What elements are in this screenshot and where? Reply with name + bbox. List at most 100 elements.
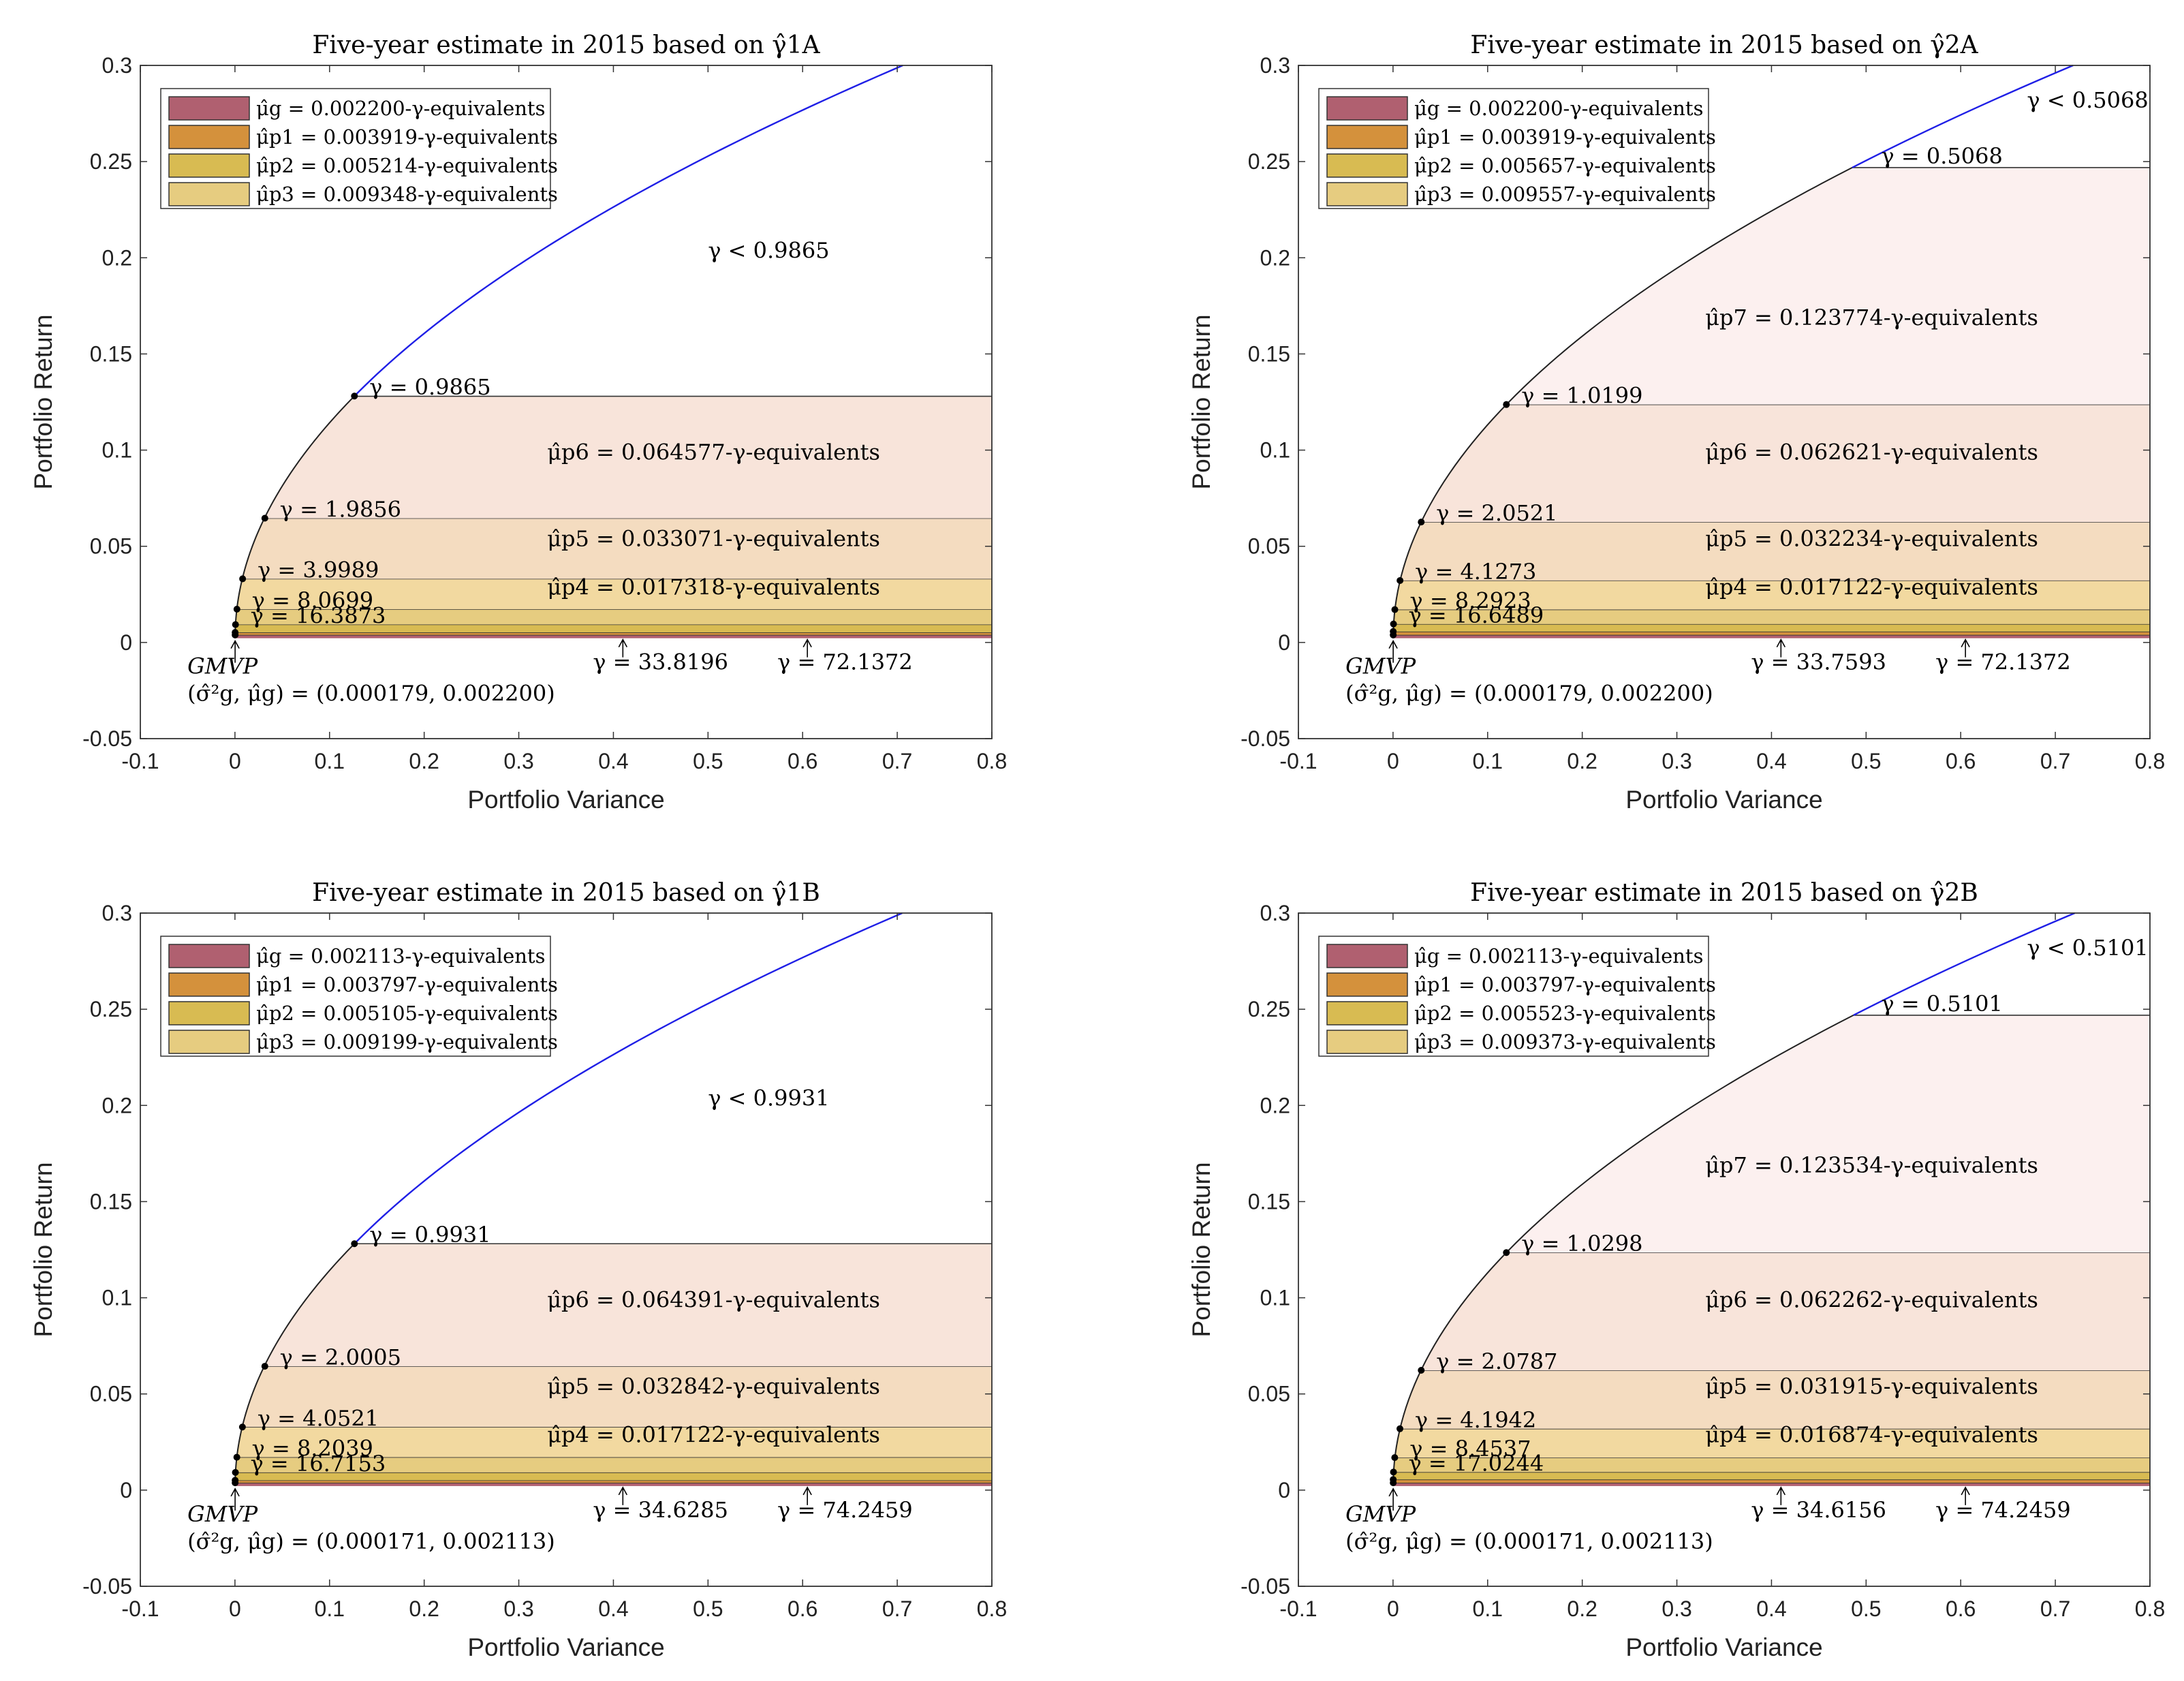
chart-title: Five-year estimate in 2015 based on γ̂2A — [1470, 31, 1978, 59]
frontier-point-1 — [351, 1240, 358, 1248]
frontier-point-7 — [232, 631, 239, 638]
x-tick-label: 0.5 — [693, 1597, 723, 1621]
point-label-1: γ = 1.0199 — [1521, 383, 1642, 409]
x-tick-label: 0.1 — [1473, 1597, 1503, 1621]
y-axis-label: Portfolio Return — [1187, 1162, 1215, 1337]
legend-swatch-1 — [168, 96, 250, 121]
x-tick-label: 0.6 — [1946, 749, 1976, 773]
x-tick-label: 0.1 — [315, 749, 345, 773]
frontier-point-5 — [232, 621, 239, 628]
y-tick-label: 0.1 — [102, 438, 132, 463]
band-5 — [1394, 1428, 2150, 1458]
legend-label-3: μ̂p2 = 0.005657-γ-equivalents — [1414, 154, 1716, 177]
band-4 — [235, 608, 992, 625]
band-5 — [236, 1427, 993, 1458]
gmvp-arrow-head — [1388, 639, 1398, 649]
frontier-point-3 — [238, 1423, 246, 1431]
legend-label-1: μ̂g = 0.002200-γ-equivalents — [256, 97, 545, 120]
x-axis-label: Portfolio Variance — [1625, 786, 1822, 814]
y-tick-label: 0.05 — [90, 1382, 132, 1406]
frontier-point-4 — [1391, 1454, 1399, 1462]
y-tick-label: 0.05 — [1248, 1382, 1290, 1406]
region-label: γ < 0.5068 — [2027, 87, 2148, 113]
legend-swatch-4 — [1326, 1030, 1408, 1054]
band-label-2: μ̂p5 = 0.033071-γ-equivalents — [547, 526, 880, 552]
frontier-point-1 — [1503, 1249, 1510, 1256]
frontier-point-2 — [261, 514, 268, 522]
frontier-point-4 — [1391, 606, 1399, 613]
y-tick-label: 0.2 — [102, 245, 132, 270]
legend-label-2: μ̂p1 = 0.003919-γ-equivalents — [1414, 125, 1716, 149]
x-tick-label: 0.2 — [409, 1597, 439, 1621]
plot-frame — [1298, 912, 2151, 1587]
y-tick-label: -0.05 — [82, 1574, 132, 1599]
band-7 — [1420, 1252, 2150, 1371]
band-2 — [1393, 631, 2150, 635]
x-tick-label: 0.6 — [787, 749, 817, 773]
x-tick-label: 0.5 — [1851, 749, 1881, 773]
band-label-3: μ̂p5 = 0.032234-γ-equivalents — [1705, 526, 2038, 552]
band-label-1: μ̂p7 = 0.123534-γ-equivalents — [1705, 1152, 2038, 1178]
point-label-4: γ = 8.0699 — [252, 587, 373, 613]
x-tick-label: 0.3 — [503, 749, 533, 773]
arrow-label-2: γ = 74.2459 — [1935, 1497, 2071, 1523]
arrow-label-1: γ = 34.6285 — [593, 1497, 728, 1523]
x-tick-label: 0.7 — [882, 1597, 912, 1621]
chart-panel-4: γ = 1.0298 γ = 2.0787 γ = 4.1942 γ = 8.4537… — [1187, 879, 2165, 1661]
legend-swatch-2 — [168, 125, 250, 149]
frontier-point-7 — [1390, 1479, 1397, 1487]
y-tick-label: -0.05 — [1241, 726, 1290, 751]
band-2 — [235, 632, 992, 635]
y-tick-label: 0.1 — [1260, 438, 1290, 463]
band-3 — [235, 1472, 992, 1481]
point-label-1: γ = 0.9865 — [369, 374, 490, 400]
y-axis-label: Portfolio Return — [1187, 314, 1215, 489]
legend-swatch-2 — [1326, 972, 1408, 997]
point-label-5: γ = 17.0244 — [1409, 1450, 1544, 1476]
frontier-point-3 — [1397, 1425, 1404, 1432]
frontier-point-7 — [232, 1479, 239, 1487]
band-7 — [1421, 404, 2150, 523]
y-tick-label: 0 — [120, 630, 132, 655]
y-tick-label: 0 — [1278, 1478, 1290, 1502]
legend-swatch-1 — [1326, 944, 1408, 968]
y-tick-label: 0.25 — [90, 149, 132, 174]
band-6 — [242, 518, 993, 579]
band-label-4: μ̂p4 = 0.017122-γ-equivalents — [1705, 574, 2038, 600]
point-label-5: γ = 16.7153 — [251, 1451, 386, 1477]
y-tick-label: 0.25 — [90, 997, 132, 1021]
x-tick-label: 0.4 — [598, 1597, 628, 1621]
legend-swatch-3 — [168, 1001, 250, 1025]
band-1 — [235, 634, 993, 638]
chart-title: Five-year estimate in 2015 based on γ̂2B — [1470, 879, 1978, 907]
frontier-point-4 — [233, 606, 240, 613]
y-tick-label: 0.15 — [90, 341, 132, 366]
legend-label-3: μ̂p2 = 0.005214-γ-equivalents — [256, 154, 558, 177]
band-label-3: μ̂p4 = 0.017318-γ-equivalents — [547, 574, 880, 600]
legend-label-4: μ̂p3 = 0.009373-γ-equivalents — [1414, 1030, 1716, 1053]
point-label-2: γ = 2.0005 — [280, 1344, 401, 1370]
band-2 — [235, 1480, 992, 1483]
frontier-point-2 — [1418, 519, 1425, 526]
legend-swatch-4 — [168, 182, 250, 206]
x-tick-label: 0.4 — [1756, 749, 1786, 773]
frontier-point-4 — [233, 1453, 240, 1461]
legend-label-3: μ̂p2 = 0.005105-γ-equivalents — [256, 1002, 558, 1025]
x-tick-label: 0.7 — [882, 749, 912, 773]
frontier-point-3 — [239, 575, 247, 583]
gmvp-coords: (σ̂²g, μ̂g) = (0.000179, 0.002200) — [187, 681, 555, 707]
y-axis-label: Portfolio Return — [29, 1162, 57, 1337]
frontier-point-2 — [1418, 1366, 1425, 1374]
point-label-3: γ = 4.1942 — [1415, 1407, 1536, 1433]
arrow-head-2 — [1961, 1486, 1970, 1496]
y-tick-label: 0 — [120, 1478, 132, 1502]
y-tick-label: 0.2 — [102, 1093, 132, 1117]
legend-swatch-1 — [168, 944, 250, 968]
arrow-label-1: γ = 33.8196 — [593, 649, 728, 675]
band-label-1: μ̂p6 = 0.064391-γ-equivalents — [547, 1287, 880, 1313]
y-tick-label: 0.3 — [102, 901, 132, 925]
legend-swatch-2 — [168, 972, 250, 997]
band-label-2: μ̂p5 = 0.032842-γ-equivalents — [547, 1374, 880, 1400]
y-tick-label: 0.25 — [1248, 997, 1290, 1021]
x-axis-label: Portfolio Variance — [1625, 1633, 1822, 1661]
